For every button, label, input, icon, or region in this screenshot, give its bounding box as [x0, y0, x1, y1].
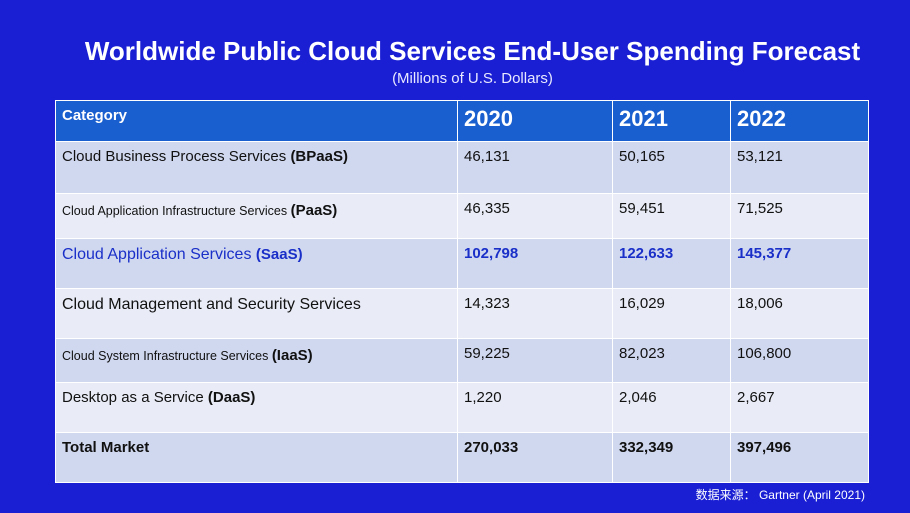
source-note: 数据来源： Gartner (April 2021) — [695, 488, 865, 502]
category-cell: Cloud Application Infrastructure Service… — [55, 193, 458, 239]
value-cell-2020: 102,798 — [457, 238, 613, 289]
category-cell: Desktop as a Service (DaaS) — [55, 382, 458, 433]
value-cell-2021: 122,633 — [612, 238, 731, 289]
value-cell-2022: 2,667 — [730, 382, 869, 433]
category-name: Desktop as a Service — [62, 389, 204, 406]
category-abbr: (BPaaS) — [290, 148, 348, 165]
category-cell: Cloud Application Services (SaaS) — [55, 238, 458, 289]
value-cell-2021: 59,451 — [612, 193, 731, 239]
category-abbr: (DaaS) — [207, 389, 256, 406]
spending-forecast-table: Category 2020 2021 2022 Cloud Business P… — [55, 100, 869, 483]
column-header-2022: 2022 — [730, 100, 869, 142]
value-cell-2022: 145,377 — [730, 238, 869, 289]
value-cell-2021: 50,165 — [612, 141, 731, 194]
table-row: Cloud Management and Security Services 1… — [55, 288, 869, 339]
category-cell: Cloud System Infrastructure Services (Ia… — [55, 338, 458, 383]
category-abbr: (PaaS) — [290, 202, 338, 219]
value-cell-2021: 16,029 — [612, 288, 731, 339]
value-cell-2022: 106,800 — [730, 338, 869, 383]
value-cell-2021: 82,023 — [612, 338, 731, 383]
table-row-highlighted: Cloud Application Services (SaaS) 102,79… — [55, 238, 869, 289]
category-name: Total Market — [62, 439, 150, 456]
category-cell: Total Market — [55, 432, 458, 483]
category-name: Cloud System Infrastructure Services — [62, 349, 269, 363]
value-cell-2022: 71,525 — [730, 193, 869, 239]
column-header-category: Category — [55, 100, 458, 142]
value-cell-2020: 1,220 — [457, 382, 613, 433]
value-cell-2020: 14,323 — [457, 288, 613, 339]
category-abbr: (IaaS) — [271, 347, 313, 364]
table-row: Desktop as a Service (DaaS) 1,220 2,046 … — [55, 382, 869, 433]
category-abbr: (SaaS) — [255, 246, 303, 263]
column-header-2021: 2021 — [612, 100, 731, 142]
value-cell-2022: 18,006 — [730, 288, 869, 339]
table-row-total: Total Market 270,033 332,349 397,496 — [55, 432, 869, 483]
page-title: Worldwide Public Cloud Services End-User… — [84, 36, 861, 66]
value-cell-2020: 46,335 — [457, 193, 613, 239]
value-cell-2020: 270,033 — [457, 432, 613, 483]
category-cell: Cloud Management and Security Services — [55, 288, 458, 339]
page-subtitle: (Millions of U.S. Dollars) — [392, 70, 553, 87]
column-header-2020: 2020 — [457, 100, 613, 142]
value-cell-2022: 397,496 — [730, 432, 869, 483]
category-cell: Cloud Business Process Services (BPaaS) — [55, 141, 458, 194]
table-row: Cloud Application Infrastructure Service… — [55, 193, 869, 239]
value-cell-2022: 53,121 — [730, 141, 869, 194]
category-name: Cloud Business Process Services — [62, 148, 287, 165]
category-name: Cloud Application Services — [62, 246, 252, 263]
value-cell-2021: 2,046 — [612, 382, 731, 433]
table-row: Cloud Business Process Services (BPaaS) … — [55, 141, 869, 194]
value-cell-2020: 46,131 — [457, 141, 613, 194]
value-cell-2021: 332,349 — [612, 432, 731, 483]
value-cell-2020: 59,225 — [457, 338, 613, 383]
table-row: Cloud System Infrastructure Services (Ia… — [55, 338, 869, 383]
category-name: Cloud Management and Security Services — [62, 296, 361, 313]
table-header-row: Category 2020 2021 2022 — [55, 100, 869, 142]
category-name: Cloud Application Infrastructure Service… — [62, 204, 288, 218]
